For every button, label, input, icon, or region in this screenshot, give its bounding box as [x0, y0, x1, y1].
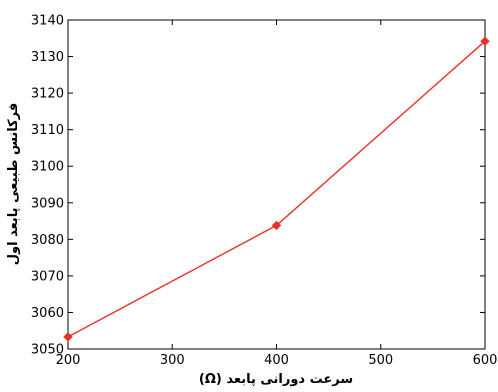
y-tick-label: 3120 — [31, 87, 64, 102]
data-point-marker — [271, 220, 282, 231]
y-tick-label: 3080 — [31, 233, 64, 248]
x-tick-label: 600 — [473, 353, 498, 368]
y-tick-label: 3090 — [31, 196, 64, 211]
y-tick-label: 3130 — [31, 50, 64, 65]
y-tick-label: 3060 — [31, 306, 64, 321]
data-point-marker — [480, 36, 490, 46]
y-tick-label: 3140 — [31, 14, 64, 29]
y-axis-label: فرکانس طبیعی پابعد اول — [6, 103, 21, 266]
y-tick-label: 3110 — [31, 123, 64, 138]
x-tick-label: 200 — [56, 353, 81, 368]
y-tick-label: 3050 — [31, 343, 64, 358]
y-tick-label: 3100 — [31, 160, 64, 175]
plot-area — [67, 19, 486, 350]
x-axis-label: سرعت دورانی پابعد (Ω) — [199, 372, 353, 387]
x-tick-label: 400 — [264, 353, 289, 368]
y-tick-label: 3070 — [31, 269, 64, 284]
x-tick-label: 300 — [160, 353, 185, 368]
x-tick-label: 500 — [368, 353, 393, 368]
data-point-marker — [63, 332, 73, 342]
